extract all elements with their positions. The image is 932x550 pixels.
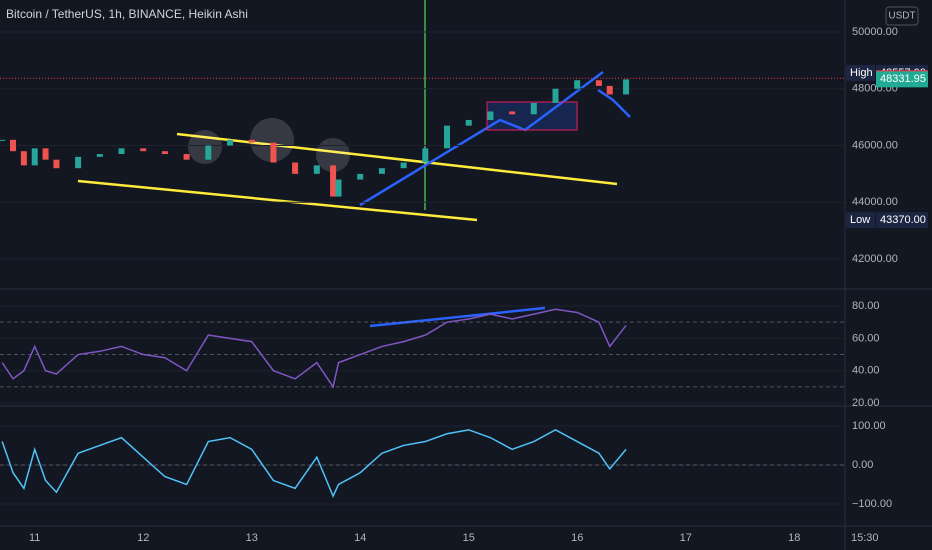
trendline — [77, 179, 478, 222]
trendline — [369, 306, 546, 328]
candle — [606, 85, 613, 95]
candle — [31, 148, 38, 166]
candle — [10, 139, 17, 152]
x-tick-label: 13 — [246, 532, 258, 544]
candle — [444, 125, 451, 149]
y-tick-label: 60.00 — [852, 332, 880, 344]
candle — [530, 102, 537, 115]
candle — [205, 145, 212, 160]
candle — [335, 179, 342, 197]
y-tick-label: 0.00 — [852, 459, 873, 471]
trendline — [359, 70, 604, 207]
price-marker — [876, 212, 928, 229]
trendline — [597, 88, 631, 118]
candle — [357, 173, 364, 180]
candle — [0, 139, 6, 141]
candle — [623, 79, 630, 95]
candle — [378, 168, 385, 174]
x-tick-label: 17 — [680, 532, 692, 544]
candle — [400, 162, 407, 169]
price-marker — [876, 71, 928, 88]
candle — [96, 154, 103, 157]
candle — [20, 151, 27, 166]
candle — [140, 148, 147, 152]
candle — [552, 88, 559, 103]
candle — [248, 139, 255, 143]
price-marker-name-bg — [846, 212, 875, 229]
x-tick-label: 18 — [788, 532, 800, 544]
y-tick-label: 40.00 — [852, 365, 880, 377]
candle — [183, 154, 190, 160]
candle — [574, 80, 581, 89]
candle — [595, 80, 602, 86]
candle — [422, 148, 429, 163]
y-tick-label: 44000.00 — [852, 196, 898, 208]
price-marker-label: 48331.95 — [880, 73, 926, 85]
x-tick-label: 11 — [29, 532, 40, 544]
y-tick-label: 80.00 — [852, 300, 880, 312]
price-marker-name-bg — [846, 64, 875, 81]
currency[interactable]: USDT — [888, 11, 915, 22]
x-tick-label: 15:30 — [851, 532, 879, 544]
x-tick-label: 16 — [571, 532, 583, 544]
candle — [118, 148, 125, 155]
y-tick-label: 20.00 — [852, 397, 880, 409]
candle — [465, 119, 472, 126]
candle — [270, 142, 277, 163]
chart-title: Bitcoin / TetherUS, 1h, BINANCE, Heikin … — [6, 7, 248, 21]
candle — [42, 148, 49, 160]
y-tick-label: 50000.00 — [852, 26, 898, 38]
x-tick-label: 12 — [137, 532, 149, 544]
x-tick-label: 15 — [463, 532, 475, 544]
series-line — [1, 308, 627, 389]
highlight — [250, 118, 294, 162]
candle — [292, 162, 299, 174]
candle — [313, 165, 320, 174]
series-line — [1, 428, 627, 499]
y-tick-label: −100.00 — [852, 498, 892, 510]
y-tick-label: 46000.00 — [852, 139, 898, 151]
price-marker-label: 43370.00 — [880, 214, 926, 226]
candle — [53, 159, 60, 169]
x-tick-label: 14 — [354, 532, 366, 544]
candle — [509, 111, 516, 115]
candle — [227, 139, 234, 146]
y-tick-label: 100.00 — [852, 420, 886, 432]
highlight — [316, 138, 350, 172]
candle — [161, 151, 168, 155]
price-marker-name: Low — [850, 214, 870, 226]
price-marker-name: High — [850, 67, 873, 79]
y-tick-label: 42000.00 — [852, 253, 898, 265]
currency-button[interactable] — [885, 6, 919, 26]
highlight — [188, 130, 222, 164]
candle — [75, 156, 82, 169]
candle — [330, 165, 337, 197]
candle — [487, 111, 494, 120]
